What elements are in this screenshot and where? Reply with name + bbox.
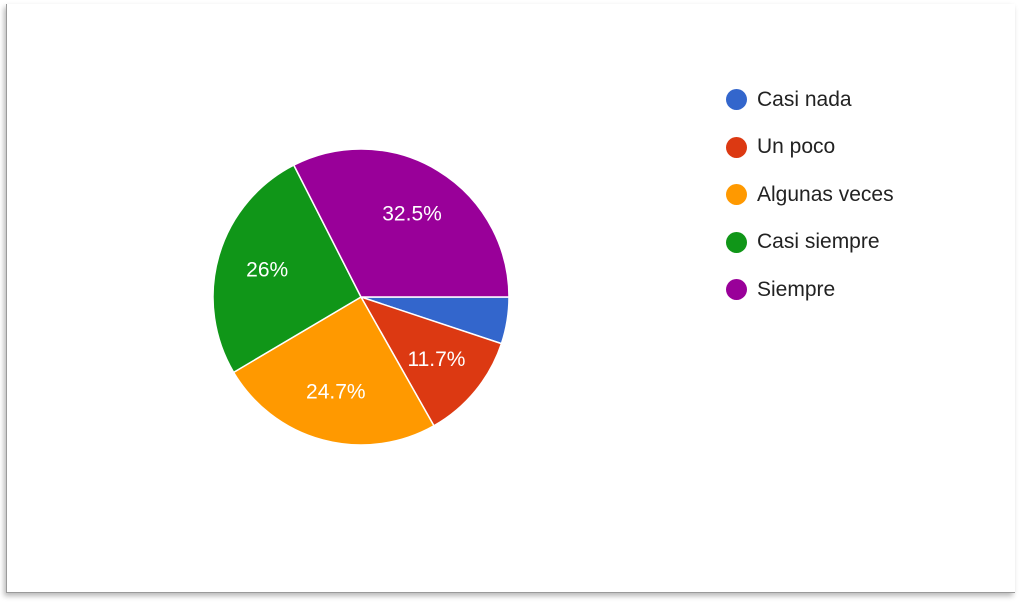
legend-swatch bbox=[726, 279, 747, 301]
slice-value-label: 24.7% bbox=[306, 380, 366, 403]
legend-item-casi-siempre[interactable]: Casi siempre bbox=[726, 219, 894, 267]
chart-legend: Casi nada Un poco Algunas veces Casi siempr… bbox=[726, 76, 894, 314]
pie-slice-un-poco[interactable] bbox=[359, 295, 503, 427]
legend-label: Algunas veces bbox=[757, 182, 894, 206]
legend-label: Casi nada bbox=[757, 87, 852, 111]
legend-item-siempre[interactable]: Siempre bbox=[726, 266, 894, 314]
pie-slice-siempre[interactable] bbox=[292, 148, 510, 298]
pie-slice-casi-siempre[interactable] bbox=[212, 164, 362, 374]
legend-item-casi-nada[interactable]: Casi nada bbox=[726, 76, 894, 124]
legend-label: Casi siempre bbox=[757, 230, 880, 254]
slice-value-label: 11.7% bbox=[407, 348, 465, 371]
legend-swatch bbox=[726, 184, 747, 206]
legend-swatch bbox=[726, 231, 747, 253]
legend-item-un-poco[interactable]: Un poco bbox=[726, 124, 894, 172]
legend-label: Un poco bbox=[757, 135, 836, 159]
chart-frame bbox=[6, 4, 1015, 593]
pie-slice-algunas-veces[interactable] bbox=[232, 295, 435, 446]
legend-label: Siempre bbox=[757, 277, 836, 301]
slice-value-label: 32.5% bbox=[382, 203, 442, 226]
slice-value-label: 26% bbox=[246, 259, 288, 282]
legend-swatch bbox=[726, 89, 747, 111]
legend-item-algunas-veces[interactable]: Algunas veces bbox=[726, 171, 894, 219]
legend-swatch bbox=[726, 136, 747, 158]
